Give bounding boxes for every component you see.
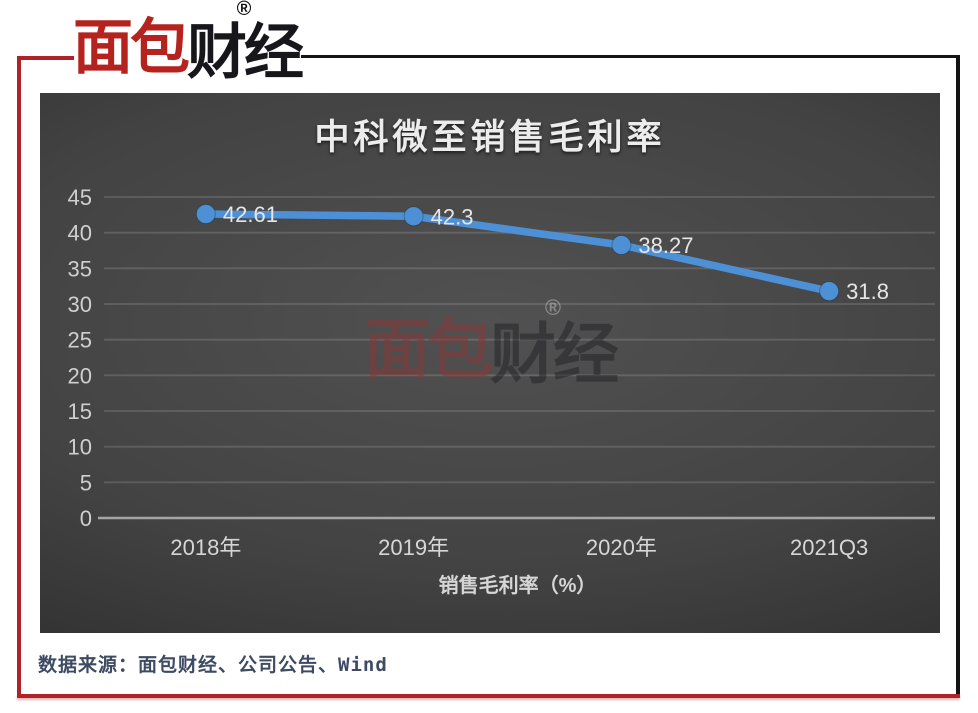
y-tick-label: 45 [68,185,92,210]
data-source-text: 数据来源：面包财经、公司公告、Wind [38,654,388,676]
data-point-label: 31.8 [846,279,889,304]
x-axis-title: 销售毛利率（%） [439,573,597,597]
brand-logo-black-text-label: 财经 [187,19,304,86]
y-tick-label: 30 [68,292,92,317]
frame-border-top-red [17,56,74,60]
frame-border-right [956,55,960,698]
brand-logo-red-text: 面包 [73,14,190,81]
x-tick-label: 2019年 [378,535,449,560]
data-point-label: 42.61 [223,202,278,227]
frame-border-left [17,56,21,698]
data-point-marker [403,206,424,227]
chart-title: 中科微至销售毛利率 [314,118,666,157]
y-tick-label: 20 [68,363,92,388]
frame-border-bottom [17,694,960,698]
brand-logo: 面包 ® 财经 [73,0,304,92]
y-tick-label: 15 [68,399,92,424]
y-tick-label: 10 [68,435,92,460]
data-point-marker [195,204,216,225]
brand-logo-black-text: ® 财经 [187,0,304,86]
chart-card: 中科微至销售毛利率 0 5 10 15 20 25 30 35 40 45 42.61 42.3 38.… [40,93,940,633]
data-point-marker [819,281,840,302]
data-point-label: 38.27 [638,233,693,258]
y-tick-label: 5 [80,470,92,495]
line-chart: 0 5 10 15 20 25 30 35 40 45 42.61 42.3 38.27 31.8 2018… [68,185,935,597]
x-tick-label: 2021Q3 [790,535,868,560]
data-point-label: 42.3 [431,204,474,229]
y-tick-label: 25 [68,328,92,353]
frame-border-top-black [301,55,957,58]
y-tick-label: 0 [80,506,92,531]
x-tick-label: 2020年 [586,535,657,560]
registered-trademark-icon: ® [236,0,252,20]
x-tick-label: 2018年 [170,535,241,560]
series-line [202,210,833,295]
y-tick-label: 40 [68,221,92,246]
y-tick-label: 35 [68,256,92,281]
data-point-marker [611,235,632,256]
